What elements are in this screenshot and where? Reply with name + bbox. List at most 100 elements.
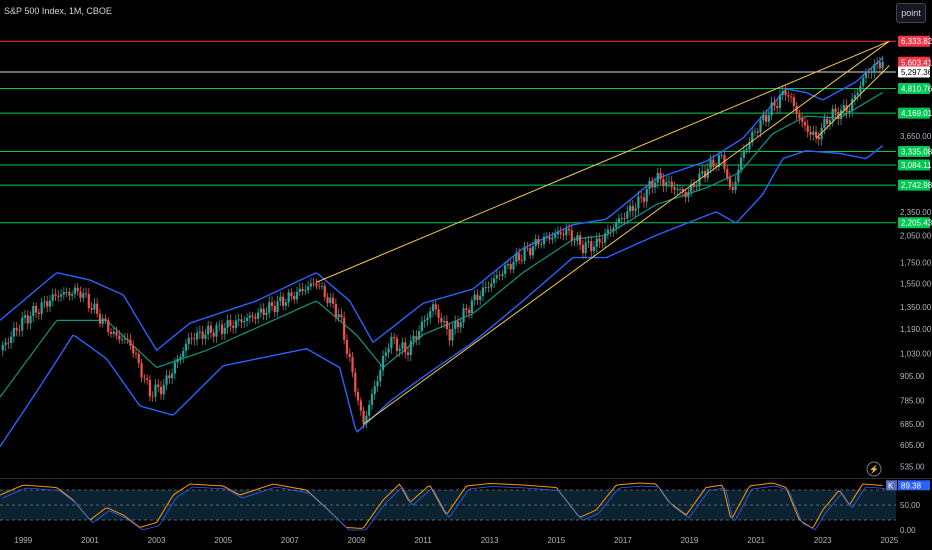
oscillator-d-line [2, 485, 886, 531]
candle-body [43, 301, 46, 303]
candle-body [4, 342, 7, 345]
candle-body [232, 325, 235, 328]
candle-body [257, 312, 260, 319]
candle-body [542, 236, 546, 245]
candle-body [740, 157, 743, 170]
candle-body [839, 109, 843, 119]
candle-body [709, 159, 712, 169]
candle-body [384, 352, 387, 357]
candle-body [356, 392, 360, 401]
price-label-box [898, 146, 930, 158]
candle-body [437, 309, 440, 318]
candle-body [520, 260, 523, 262]
candle-body [565, 228, 568, 236]
candle-body [265, 312, 268, 316]
candle-body [670, 181, 673, 188]
candle-body [334, 303, 337, 318]
price-label: 4,169.01 [901, 109, 932, 118]
x-tick-label: 2021 [747, 536, 765, 545]
candle-body [692, 183, 696, 187]
candle-body [467, 309, 471, 314]
x-tick-label: 2023 [814, 536, 832, 545]
candle-body [229, 320, 232, 326]
candle-body [695, 186, 698, 188]
candle-body [798, 114, 801, 119]
candle-body [656, 172, 659, 183]
candle-body [803, 121, 807, 126]
candle-body [748, 142, 751, 150]
candle-body [554, 234, 557, 238]
price-label: 2,742.98 [901, 181, 932, 190]
candle-body [162, 384, 165, 395]
candle-body [742, 150, 745, 158]
candle-body [226, 320, 229, 328]
candle-body [806, 125, 809, 132]
candle-body [454, 321, 457, 329]
candle-body [440, 317, 443, 323]
x-tick-label: 2017 [614, 536, 632, 545]
x-tick-label: 2013 [481, 536, 499, 545]
candle-body [223, 327, 226, 334]
candle-body [567, 228, 571, 231]
candle-body [132, 345, 135, 354]
candle-body [723, 154, 726, 170]
candle-body [340, 314, 343, 318]
candle-body [801, 118, 804, 122]
candle-body [34, 306, 38, 313]
candle-body [501, 274, 504, 276]
candle-body [776, 106, 779, 109]
candle-body [617, 218, 621, 223]
candle-body [251, 315, 254, 317]
candle-body [526, 247, 529, 249]
point-button[interactable]: point [896, 3, 926, 23]
candle-body [362, 410, 365, 424]
y-tick-label: 1,350.00 [900, 303, 932, 312]
candle-body [270, 302, 274, 307]
candle-body [121, 339, 124, 341]
candle-body [667, 181, 671, 183]
candle-body [673, 187, 676, 190]
candle-body [631, 205, 634, 211]
candle-body [262, 308, 265, 316]
candle-body [404, 342, 407, 353]
candle-body [764, 114, 768, 122]
candle-body [590, 241, 593, 252]
candle-body [326, 296, 329, 304]
candle-body [57, 295, 60, 297]
candle-body [393, 337, 396, 339]
candle-body [562, 234, 565, 236]
candle-body [492, 278, 496, 284]
candle-body [309, 283, 312, 287]
candle-body [312, 283, 315, 285]
candle-body [726, 169, 729, 178]
x-tick-label: 2009 [348, 536, 366, 545]
candle-body [182, 351, 185, 358]
candle-body [720, 154, 723, 156]
candle-body [531, 246, 535, 256]
y-tick-label: 1,750.00 [900, 258, 932, 267]
candle-body [18, 330, 21, 332]
candle-body [787, 95, 790, 97]
candle-body [134, 353, 138, 355]
candle-body [248, 315, 251, 318]
candle-body [298, 288, 301, 292]
candle-body [778, 95, 782, 109]
candle-body [537, 238, 540, 245]
candle-body [320, 285, 324, 287]
candle-body [282, 296, 285, 306]
candle-body [620, 218, 623, 219]
candle-body [701, 171, 704, 174]
candle-body [373, 386, 376, 395]
candle-body [107, 320, 110, 333]
candle-body [101, 318, 104, 324]
x-tick-label: 2011 [414, 536, 432, 545]
candle-body [23, 315, 27, 318]
candle-body [168, 375, 171, 379]
candle-body [21, 317, 24, 331]
candle-body [515, 253, 518, 262]
candle-body [301, 288, 304, 292]
candle-body [220, 324, 224, 334]
candle-body [126, 338, 129, 340]
x-tick-label: 2001 [81, 536, 99, 545]
